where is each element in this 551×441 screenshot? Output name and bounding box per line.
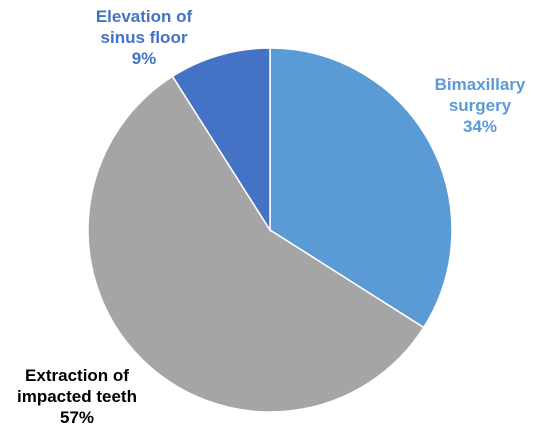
pie-slices — [87, 47, 453, 413]
pie-slice-extraction-of-impacted-teeth — [87, 75, 425, 413]
slice-percent: 9% — [131, 49, 157, 68]
slice-label-line: surgery — [448, 96, 512, 115]
slice-label-line: Extraction of — [25, 366, 129, 385]
slice-label-line: impacted teeth — [17, 387, 137, 406]
slice-percent: 34% — [462, 117, 498, 136]
slice-label-line: Bimaxillary — [434, 75, 526, 94]
slice-percent: 57% — [59, 408, 95, 427]
slice-label-extraction-of-impacted-teeth: Extraction of impacted teeth 57% — [2, 365, 152, 428]
slice-label-line: sinus floor — [100, 28, 188, 47]
pie-slice-elevation-of-sinus-floor — [171, 47, 271, 233]
slice-label-line: Elevation of — [95, 7, 193, 26]
slice-label-bimaxillary-surgery: Bimaxillary surgery 34% — [420, 74, 540, 137]
pie-slice-bimaxillary-surgery — [269, 47, 453, 329]
slice-label-elevation-of-sinus-floor: Elevation of sinus floor 9% — [64, 6, 224, 69]
